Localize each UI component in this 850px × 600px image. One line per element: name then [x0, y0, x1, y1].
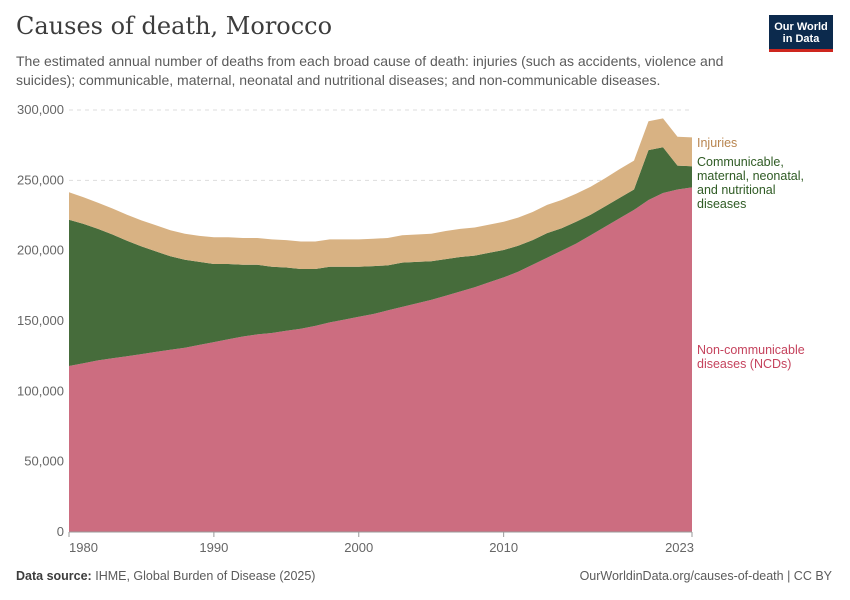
- y-tick-label: 100,000: [17, 383, 64, 398]
- series-label-line: maternal, neonatal,: [697, 169, 804, 183]
- series-label-2: Injuries: [697, 136, 737, 150]
- x-axis-ticks: 1980 1990 2000 2010 2023: [68, 532, 694, 555]
- series-label-line: diseases (NCDs): [697, 357, 791, 371]
- source-url-link[interactable]: OurWorldinData.org/causes-of-death | CC …: [579, 569, 832, 583]
- logo-line2: in Data: [782, 33, 820, 45]
- x-tick-label: 2010: [489, 540, 518, 555]
- data-source-text: IHME, Global Burden of Disease (2025): [95, 569, 316, 583]
- series-label-line: and nutritional: [697, 183, 776, 197]
- series-label-1: Communicable, maternal, neonatal, and nutr…: [697, 155, 804, 211]
- series-label-0: Non-communicable diseases (NCDs): [697, 343, 805, 371]
- owid-logo[interactable]: Our World in Data: [769, 15, 833, 52]
- series-area-2[interactable]: [69, 118, 692, 270]
- logo-line1: Our World: [774, 21, 828, 33]
- y-axis-ticks: 0 50,000 100,000 150,000 200,000 250,000 300,0…: [17, 102, 64, 539]
- series-label-line: Communicable,: [697, 155, 784, 169]
- y-tick-label: 250,000: [17, 172, 64, 187]
- y-tick-label: 300,000: [17, 102, 64, 117]
- x-tick-label: 1980: [69, 540, 98, 555]
- x-tick-label: 1990: [199, 540, 228, 555]
- data-source-label: Data source:: [16, 569, 92, 583]
- data-source: Data source: IHME, Global Burden of Dise…: [16, 569, 315, 583]
- x-tick-label: 2000: [344, 540, 373, 555]
- x-tick-label: 2023: [665, 540, 694, 555]
- chart-title: Causes of death, Morocco: [16, 12, 333, 40]
- y-tick-label: 200,000: [17, 243, 64, 258]
- series-label-line: Non-communicable: [697, 343, 805, 357]
- y-tick-label: 50,000: [24, 454, 64, 469]
- series-label-line: Injuries: [697, 136, 737, 150]
- series-labels: Non-communicable diseases (NCDs) Communica…: [697, 136, 805, 371]
- y-tick-label: 0: [57, 524, 64, 539]
- chart-subtitle: The estimated annual number of deaths fr…: [16, 53, 724, 88]
- series-area-1[interactable]: [69, 147, 692, 366]
- series-area-0[interactable]: [69, 187, 692, 532]
- y-tick-label: 150,000: [17, 313, 64, 328]
- series-areas: [69, 118, 692, 533]
- series-label-line: diseases: [697, 197, 746, 211]
